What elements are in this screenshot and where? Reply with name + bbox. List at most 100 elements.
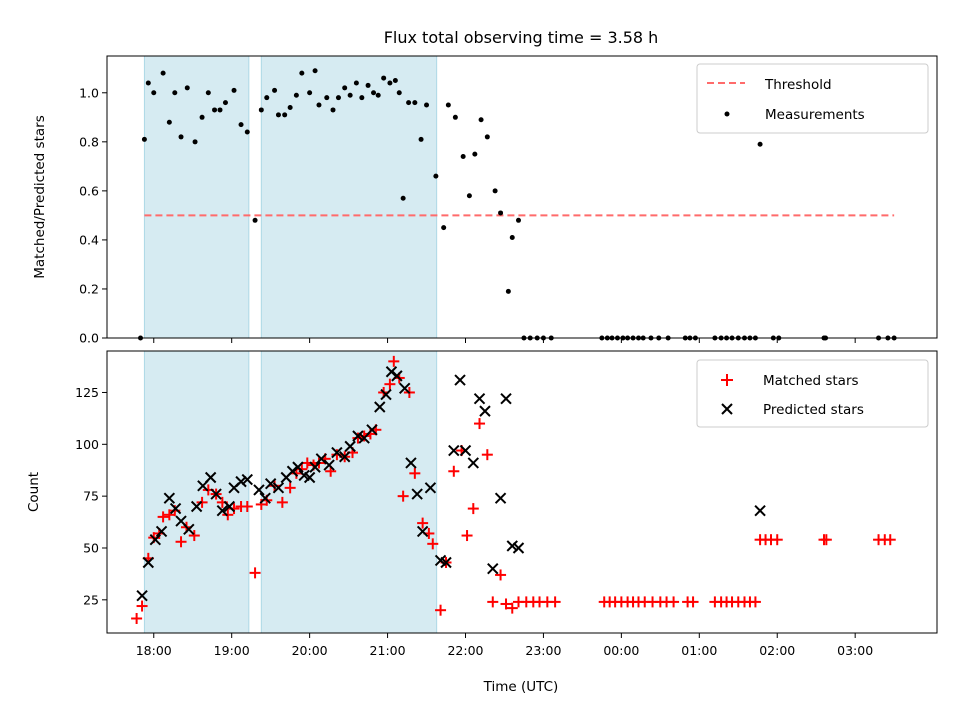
measurement-point bbox=[375, 92, 381, 98]
predicted-star-marker bbox=[223, 500, 236, 513]
legend-threshold-label: Threshold bbox=[764, 77, 832, 93]
predicted-star-marker bbox=[264, 477, 277, 490]
predicted-star-marker bbox=[136, 589, 148, 602]
measurement-point bbox=[359, 95, 365, 101]
marker-stroke bbox=[754, 504, 766, 517]
measurement-point bbox=[312, 68, 318, 74]
matched-star-marker bbox=[358, 430, 370, 442]
predicted-star-marker bbox=[494, 492, 507, 504]
y-tick-label: 0.2 bbox=[79, 281, 99, 296]
measurement-point bbox=[244, 129, 250, 135]
y-tick-label: 0.4 bbox=[79, 232, 99, 247]
marker-stroke bbox=[216, 504, 229, 517]
predicted-star-marker bbox=[183, 523, 195, 536]
measurement-point bbox=[505, 288, 511, 294]
matched-star-marker bbox=[241, 501, 253, 513]
measurement-point bbox=[222, 100, 228, 106]
matched-star-marker bbox=[427, 538, 439, 550]
predicted-star-marker bbox=[374, 401, 386, 413]
measurement-point bbox=[335, 95, 341, 101]
predicted-star-marker bbox=[190, 500, 203, 513]
measurement-point bbox=[445, 102, 451, 108]
top-x-axis bbox=[153, 338, 856, 343]
matched-star-marker bbox=[500, 598, 512, 610]
predicted-star-marker bbox=[323, 459, 335, 471]
matched-star-marker bbox=[136, 600, 148, 612]
measurement-point bbox=[515, 217, 521, 223]
marker-stroke bbox=[391, 370, 403, 382]
marker-stroke bbox=[136, 589, 148, 602]
marker-stroke bbox=[424, 482, 437, 494]
measurement-point bbox=[293, 92, 299, 98]
matched-star-marker bbox=[131, 612, 143, 624]
y-tick-label: 25 bbox=[83, 592, 99, 607]
predicted-star-marker bbox=[259, 492, 271, 504]
measurement-point bbox=[396, 90, 402, 96]
marker-stroke bbox=[149, 533, 162, 546]
y-tick-label: 50 bbox=[83, 540, 99, 555]
marker-stroke bbox=[272, 482, 285, 494]
marker-stroke bbox=[253, 484, 265, 496]
measurement-point bbox=[392, 78, 398, 84]
marker-stroke bbox=[155, 525, 168, 538]
matched-star-marker bbox=[276, 496, 288, 508]
measurement-point bbox=[330, 107, 336, 113]
matched-star-marker bbox=[352, 432, 364, 444]
predicted-star-marker bbox=[149, 533, 162, 546]
marker-stroke bbox=[264, 477, 277, 490]
predicted-star-marker bbox=[454, 374, 466, 386]
matched-star-marker bbox=[461, 530, 473, 542]
predicted-star-marker bbox=[344, 440, 356, 453]
legend-measurements-label: Measurements bbox=[765, 107, 865, 123]
marker-stroke bbox=[487, 563, 499, 575]
measurement-point bbox=[217, 107, 223, 113]
measurement-point bbox=[275, 112, 281, 118]
measurement-point bbox=[342, 85, 348, 91]
marker-stroke bbox=[405, 457, 417, 469]
predicted-star-marker bbox=[338, 451, 351, 463]
predicted-star-marker bbox=[241, 473, 253, 486]
legend-matched-swatch bbox=[721, 374, 733, 386]
predicted-star-marker bbox=[754, 504, 766, 517]
x-tick-label: 00:00 bbox=[603, 643, 639, 658]
marker-stroke bbox=[479, 405, 491, 417]
matched-star-marker bbox=[175, 536, 187, 548]
matched-star-marker bbox=[388, 355, 400, 367]
marker-stroke bbox=[374, 401, 386, 413]
matched-star-marker bbox=[188, 530, 200, 542]
predicted-star-marker bbox=[405, 457, 417, 469]
marker-stroke bbox=[259, 492, 271, 504]
marker-stroke bbox=[467, 457, 479, 469]
measurement-point bbox=[238, 122, 244, 128]
marker-stroke bbox=[454, 374, 466, 386]
marker-stroke bbox=[473, 392, 486, 405]
y-tick-label: 125 bbox=[75, 385, 99, 400]
predicted-star-marker bbox=[380, 388, 392, 401]
predicted-stars-series bbox=[136, 366, 766, 602]
predicted-star-marker bbox=[210, 488, 222, 500]
predicted-star-marker bbox=[352, 430, 364, 442]
measurement-point bbox=[282, 112, 288, 118]
legend-measurements-swatch bbox=[724, 111, 730, 117]
marker-stroke bbox=[241, 473, 253, 486]
matched-star-marker bbox=[749, 596, 761, 608]
y-tick-label: 0.8 bbox=[79, 134, 99, 149]
measurement-point bbox=[441, 225, 447, 231]
matched-star-marker bbox=[269, 480, 281, 492]
marker-stroke bbox=[416, 525, 429, 538]
marker-stroke bbox=[380, 388, 392, 401]
marker-stroke bbox=[512, 542, 525, 554]
matched-star-marker bbox=[331, 449, 343, 461]
matched-star-marker bbox=[409, 467, 421, 479]
legend-matched-label: Matched stars bbox=[763, 373, 859, 389]
matched-star-marker bbox=[506, 602, 518, 614]
matched-star-marker bbox=[495, 569, 507, 581]
x-tick-label: 18:00 bbox=[136, 643, 172, 658]
matched-star-marker bbox=[448, 465, 460, 477]
chart-title: Flux total observing time = 3.58 h bbox=[384, 28, 659, 47]
shaded-interval bbox=[260, 55, 438, 339]
measurement-point bbox=[205, 90, 211, 96]
measurement-point bbox=[424, 102, 430, 108]
matched-star-marker bbox=[884, 534, 896, 546]
predicted-star-marker bbox=[459, 444, 472, 457]
